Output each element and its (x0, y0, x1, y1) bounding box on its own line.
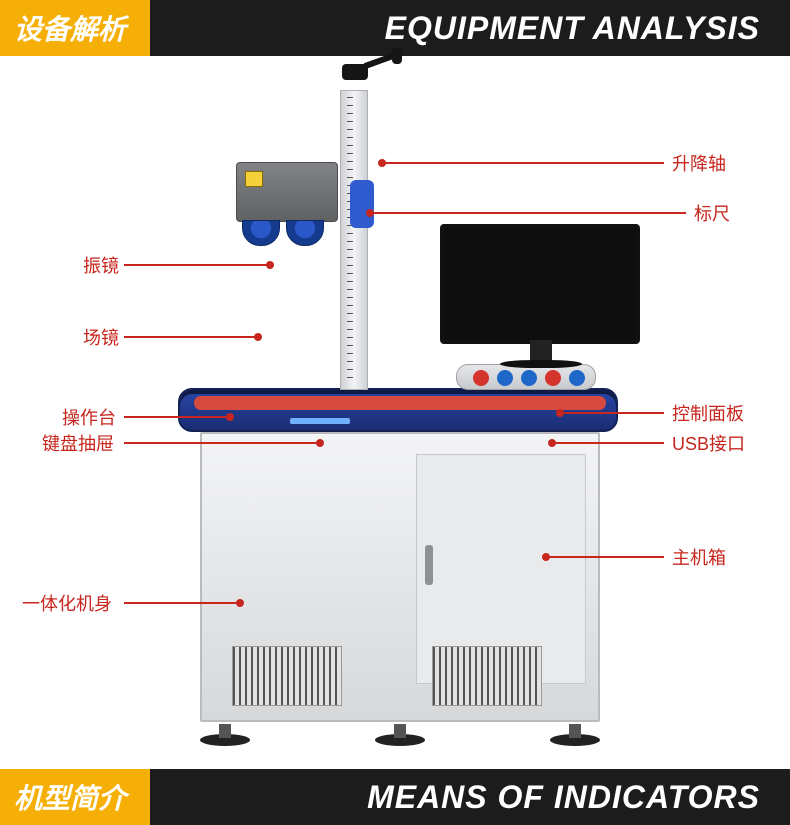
machine-illustration (190, 126, 610, 746)
callout-unibody: 一体化机身 (22, 590, 112, 616)
leader-flens (124, 336, 258, 338)
leader-galvo (124, 264, 270, 266)
callout-kbdrawer: 键盘抽屉 (42, 430, 114, 456)
leader-liftaxis (382, 162, 664, 164)
leader-ruler (370, 212, 686, 214)
lift-crank (328, 58, 388, 90)
header-title: EQUIPMENT ANALYSIS (385, 10, 790, 47)
footer-badge: 机型简介 (0, 769, 150, 825)
callout-galvo: 振镜 (83, 252, 119, 278)
callout-liftaxis: 升降轴 (672, 150, 726, 176)
callout-ruler: 标尺 (694, 200, 730, 226)
field-lens (242, 220, 280, 246)
callout-ctrlpanel: 控制面板 (672, 400, 744, 426)
callout-worktable: 操作台 (62, 404, 116, 430)
leader-kbdrawer (124, 442, 320, 444)
laser-head (236, 162, 356, 246)
galvo-box (236, 162, 338, 222)
header-badge: 设备解析 (0, 0, 150, 56)
callout-flens: 场镜 (83, 324, 119, 350)
footer-badge-text: 机型简介 (14, 777, 126, 817)
cabinet (200, 432, 600, 722)
leader-maincase (546, 556, 664, 558)
diagram-area: 振镜场镜操作台键盘抽屉一体化机身 升降轴标尺控制面板 USB接口主机箱 (0, 56, 790, 769)
worktable-top (178, 388, 618, 432)
callout-maincase: 主机箱 (672, 544, 726, 570)
leader-ctrlpanel (560, 412, 664, 414)
header-badge-text: 设备解析 (14, 8, 126, 48)
leader-worktable (124, 416, 230, 418)
footer-title: MEANS OF INDICATORS (367, 779, 790, 816)
field-lens (286, 220, 324, 246)
leader-unibody (124, 602, 240, 604)
keyboard-drawer-slot (290, 418, 350, 424)
monitor (440, 224, 640, 364)
leader-usb (552, 442, 664, 444)
footer-bar: 机型简介 MEANS OF INDICATORS (0, 769, 790, 825)
callout-usb: USB接口 (672, 430, 745, 456)
